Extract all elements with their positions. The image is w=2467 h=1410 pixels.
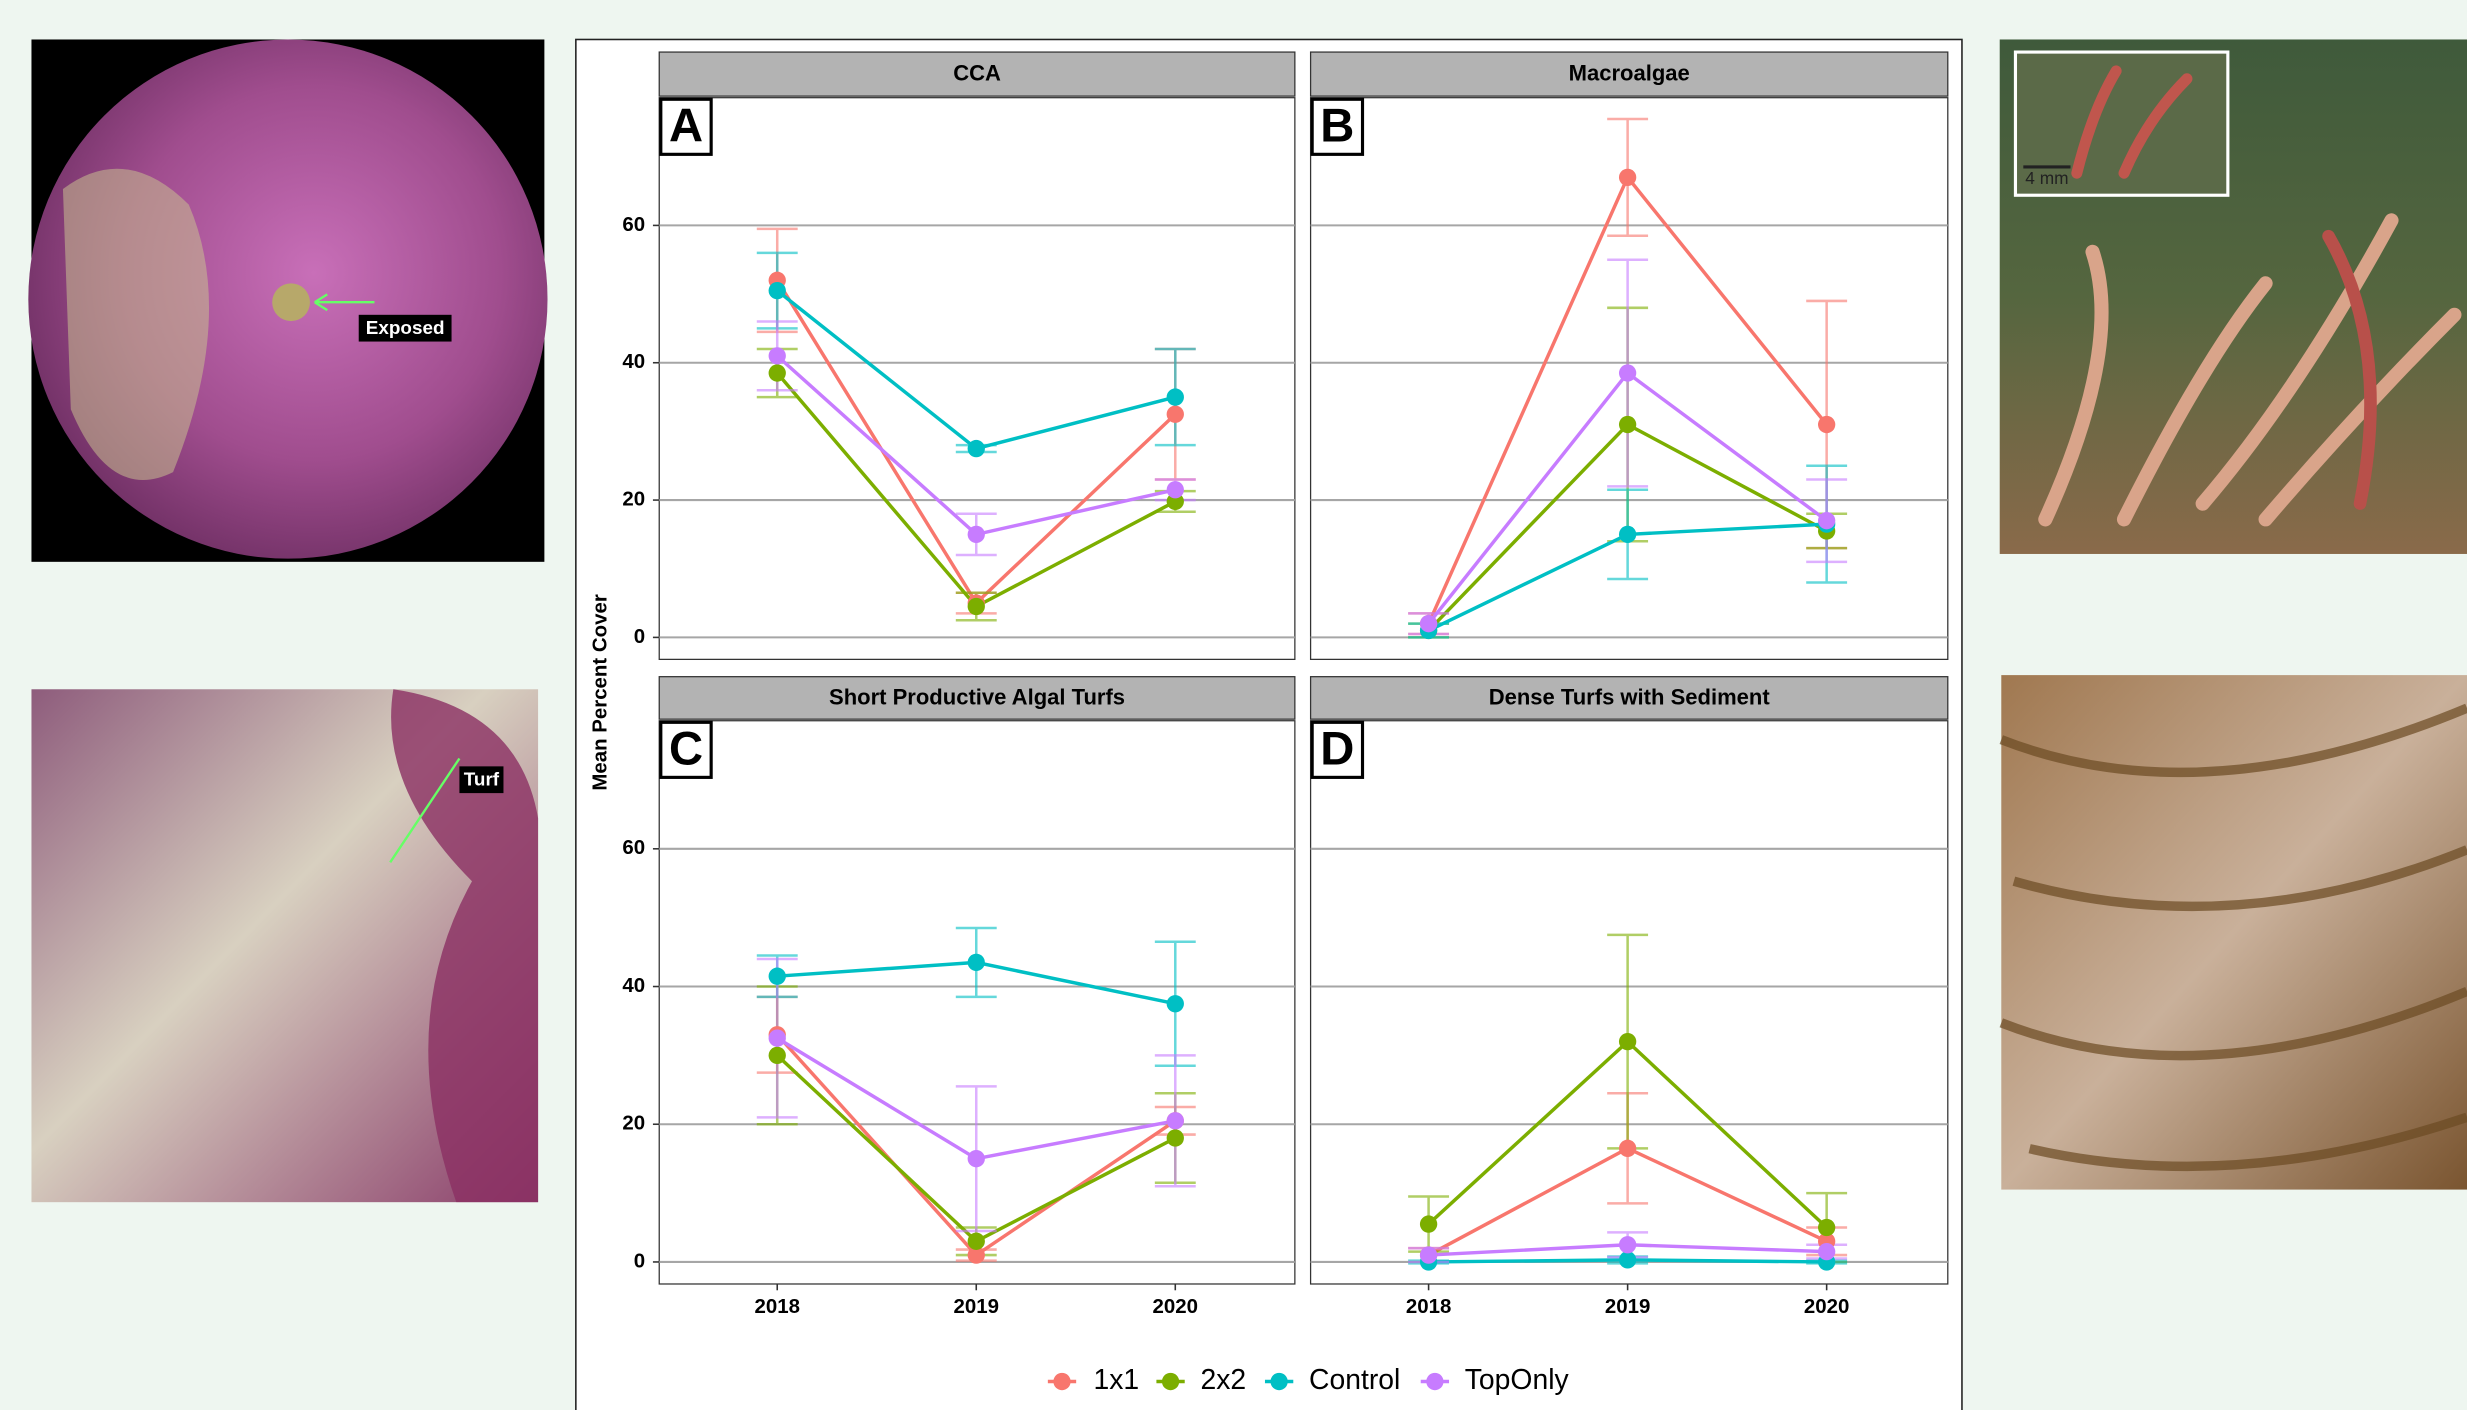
panel-tag: A	[669, 100, 703, 153]
point	[1167, 1129, 1184, 1146]
point	[968, 440, 985, 457]
plot-area	[659, 98, 1295, 660]
point	[968, 1150, 985, 1167]
point	[968, 1233, 985, 1250]
y-tick-label: 0	[634, 1249, 645, 1272]
point	[769, 364, 786, 381]
y-tick-label: 40	[622, 350, 645, 373]
photo-turf: Turf	[31, 689, 538, 1202]
panel-tag: D	[1320, 723, 1354, 776]
photo-label: Turf	[464, 770, 500, 791]
legend-swatch	[1270, 1373, 1287, 1390]
figure: Exposed Turf 4 mm Mean Percent Cover CCA…	[0, 0, 2467, 1410]
point	[1420, 1246, 1437, 1263]
point	[968, 954, 985, 971]
y-tick-label: 0	[634, 625, 645, 648]
point	[769, 282, 786, 299]
panel-tag: B	[1320, 100, 1354, 153]
photo-exposed: Exposed	[28, 39, 547, 561]
y-tick-label: 40	[622, 974, 645, 997]
point	[968, 598, 985, 615]
point	[1619, 169, 1636, 186]
point	[769, 1030, 786, 1047]
panel-title: Macroalgae	[1569, 61, 1690, 86]
page: {"chart_data": {"type": "line", "ylabel"…	[0, 0, 2467, 1410]
point	[1167, 481, 1184, 498]
point	[1619, 1236, 1636, 1253]
point	[1619, 1140, 1636, 1157]
photo-dense-turf	[2001, 675, 2467, 1189]
legend-label: Control	[1309, 1364, 1400, 1396]
point	[769, 1047, 786, 1064]
point	[769, 347, 786, 364]
photo-macroalgae: 4 mm	[2000, 39, 2467, 553]
point	[1619, 364, 1636, 381]
plots: CCA 0 20 40 60 A Macroalgae B Short Productive A…	[622, 52, 1947, 1396]
photo-label: Exposed	[366, 318, 445, 339]
y-tick-label: 20	[622, 1112, 645, 1135]
point	[1619, 1033, 1636, 1050]
legend-label: 2x2	[1200, 1364, 1246, 1396]
x-tick-label: 2019	[954, 1295, 999, 1318]
point	[1818, 1243, 1835, 1260]
y-axis-label: Mean Percent Cover	[588, 594, 611, 791]
x-tick-label: 2018	[1406, 1295, 1451, 1318]
legend-label: TopOnly	[1465, 1364, 1570, 1396]
point	[1619, 1251, 1636, 1268]
point	[1167, 995, 1184, 1012]
point	[1420, 615, 1437, 632]
scale-label: 4 mm	[2025, 168, 2068, 188]
y-tick-label: 60	[622, 213, 645, 236]
point	[1619, 526, 1636, 543]
point	[1167, 388, 1184, 405]
y-tick-label: 60	[622, 836, 645, 859]
x-tick-label: 2019	[1605, 1295, 1650, 1318]
point	[1818, 512, 1835, 529]
plot-area	[1311, 721, 1948, 1284]
legend-swatch	[1162, 1373, 1179, 1390]
x-tick-label: 2020	[1153, 1295, 1198, 1318]
legend-label: 1x1	[1093, 1364, 1139, 1396]
panel-tag: C	[669, 723, 703, 776]
point	[968, 526, 985, 543]
point	[1818, 416, 1835, 433]
x-tick-label: 2020	[1804, 1295, 1849, 1318]
panel-title: CCA	[953, 61, 1001, 86]
y-tick-label: 20	[622, 487, 645, 510]
panel-title: Short Productive Algal Turfs	[829, 685, 1125, 710]
point	[1619, 416, 1636, 433]
legend: 1x1 2x2 Control TopOnly	[1048, 1364, 1570, 1396]
point	[1818, 1219, 1835, 1236]
panel-title: Dense Turfs with Sediment	[1489, 685, 1771, 710]
legend-swatch	[1426, 1373, 1443, 1390]
x-tick-label: 2018	[754, 1295, 799, 1318]
point	[769, 968, 786, 985]
point	[1167, 1112, 1184, 1129]
point	[1167, 406, 1184, 423]
legend-swatch	[1053, 1373, 1070, 1390]
point	[1420, 1215, 1437, 1232]
